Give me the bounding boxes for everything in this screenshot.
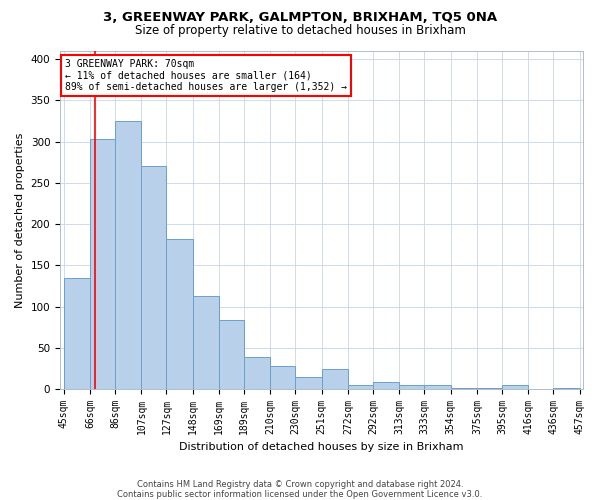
Bar: [373, 382, 400, 389]
Bar: [322, 368, 348, 389]
Bar: [400, 385, 424, 389]
Bar: [166, 239, 193, 389]
Bar: [115, 121, 142, 389]
Text: Size of property relative to detached houses in Brixham: Size of property relative to detached ho…: [134, 24, 466, 37]
Text: Contains HM Land Registry data © Crown copyright and database right 2024.
Contai: Contains HM Land Registry data © Crown c…: [118, 480, 482, 499]
Bar: [295, 377, 322, 389]
Bar: [271, 366, 295, 389]
Bar: [64, 278, 90, 389]
X-axis label: Distribution of detached houses by size in Brixham: Distribution of detached houses by size …: [179, 442, 464, 452]
Bar: [424, 385, 451, 389]
Bar: [477, 388, 502, 389]
Bar: [90, 140, 115, 389]
Bar: [502, 385, 528, 389]
Bar: [553, 388, 580, 389]
Bar: [451, 388, 477, 389]
Bar: [244, 357, 271, 389]
Bar: [142, 166, 166, 389]
Bar: [193, 296, 219, 389]
Bar: [219, 320, 244, 389]
Text: 3 GREENWAY PARK: 70sqm
← 11% of detached houses are smaller (164)
89% of semi-de: 3 GREENWAY PARK: 70sqm ← 11% of detached…: [65, 59, 347, 92]
Bar: [348, 385, 373, 389]
Text: 3, GREENWAY PARK, GALMPTON, BRIXHAM, TQ5 0NA: 3, GREENWAY PARK, GALMPTON, BRIXHAM, TQ5…: [103, 11, 497, 24]
Y-axis label: Number of detached properties: Number of detached properties: [15, 132, 25, 308]
